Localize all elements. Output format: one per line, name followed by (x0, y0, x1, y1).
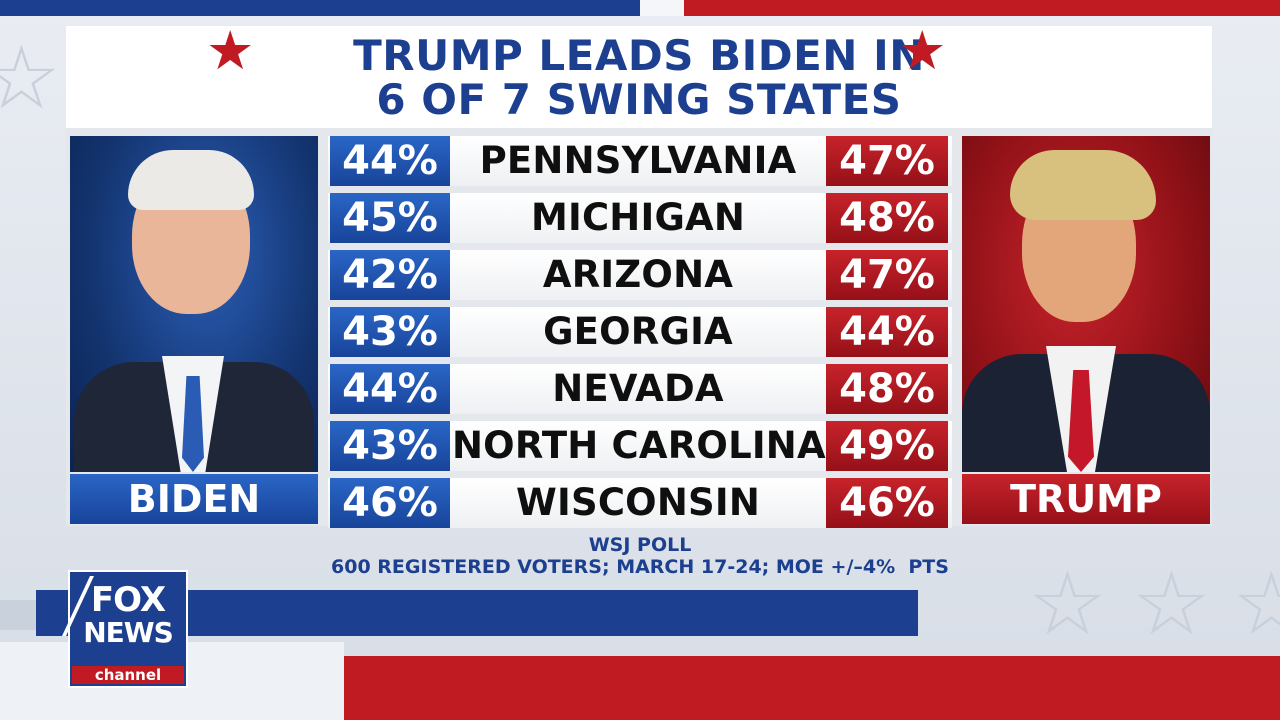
portrait-hair (128, 150, 254, 210)
background-star-icon: ☆ (1132, 552, 1211, 655)
trump-portrait (962, 136, 1210, 472)
top-red-stripe (684, 0, 1280, 16)
headline-line-2: 6 OF 7 SWING STATES (376, 75, 902, 124)
source-title: WSJ POLL (588, 534, 692, 556)
state-name: NEVADA (552, 367, 724, 410)
state-name: ARIZONA (542, 253, 734, 296)
biden-percent: 42% (330, 250, 450, 300)
state-name: NORTH CAROLINA (452, 424, 826, 467)
background-star-icon: ☆ (1232, 552, 1280, 655)
table-row: 44% NEVADA 48% (328, 364, 952, 414)
top-white-stripe (640, 0, 684, 16)
source-details: 600 REGISTERED VOTERS; MARCH 17-24; MOE … (331, 556, 949, 578)
portrait-tie (1068, 370, 1094, 472)
table-row: 45% MICHIGAN 48% (328, 193, 952, 243)
portrait-hair (1010, 150, 1156, 220)
trump-percent: 48% (826, 193, 948, 243)
trump-percent: 46% (826, 478, 948, 528)
biden-percent: 43% (330, 421, 450, 471)
table-row: 42% ARIZONA 47% (328, 250, 952, 300)
table-row: 43% GEORGIA 44% (328, 307, 952, 357)
biden-percent: 46% (330, 478, 450, 528)
poll-source: WSJ POLL 600 REGISTERED VOTERS; MARCH 17… (240, 534, 1040, 578)
star-icon: ★ (898, 19, 947, 82)
table-row: 43% NORTH CAROLINA 49% (328, 421, 952, 471)
state-name: MICHIGAN (530, 196, 746, 239)
logo-line-2: NEWS (83, 616, 174, 649)
trump-percent: 47% (826, 250, 948, 300)
headline: TRUMP LEADS BIDEN IN 6 OF 7 SWING STATES (66, 26, 1212, 126)
top-blue-stripe (0, 0, 640, 16)
star-icon: ★ (206, 19, 255, 82)
trump-percent: 48% (826, 364, 948, 414)
portrait-tie (182, 376, 204, 472)
trump-percent: 49% (826, 421, 948, 471)
logo-line-3: channel (72, 666, 184, 684)
table-row: 44% PENNSYLVANIA 47% (328, 136, 952, 186)
bottom-red-band (344, 656, 1280, 720)
state-name: GEORGIA (543, 310, 733, 353)
results-table: 44% PENNSYLVANIA 47% 45% MICHIGAN 48% 42… (328, 136, 952, 535)
headline-line-1: TRUMP LEADS BIDEN IN (353, 31, 925, 80)
biden-portrait (70, 136, 318, 472)
table-row: 46% WISCONSIN 46% (328, 478, 952, 528)
fox-news-logo: FOX NEWS channel (62, 570, 188, 688)
biden-percent: 43% (330, 307, 450, 357)
state-name: WISCONSIN (516, 481, 760, 524)
background-star-icon: ☆ (1028, 552, 1107, 655)
trump-percent: 44% (826, 307, 948, 357)
biden-percent: 45% (330, 193, 450, 243)
biden-name-plate: BIDEN (70, 474, 318, 524)
trump-name-plate: TRUMP (962, 474, 1210, 524)
biden-percent: 44% (330, 364, 450, 414)
background-star-icon: ☆ (0, 26, 61, 129)
state-name: PENNSYLVANIA (479, 139, 797, 182)
logo-line-1: FOX (90, 580, 166, 620)
biden-percent: 44% (330, 136, 450, 186)
bottom-grey-band (0, 600, 36, 630)
trump-percent: 47% (826, 136, 948, 186)
